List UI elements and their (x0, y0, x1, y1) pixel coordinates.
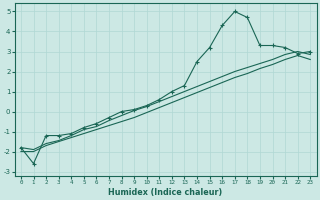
X-axis label: Humidex (Indice chaleur): Humidex (Indice chaleur) (108, 188, 223, 197)
